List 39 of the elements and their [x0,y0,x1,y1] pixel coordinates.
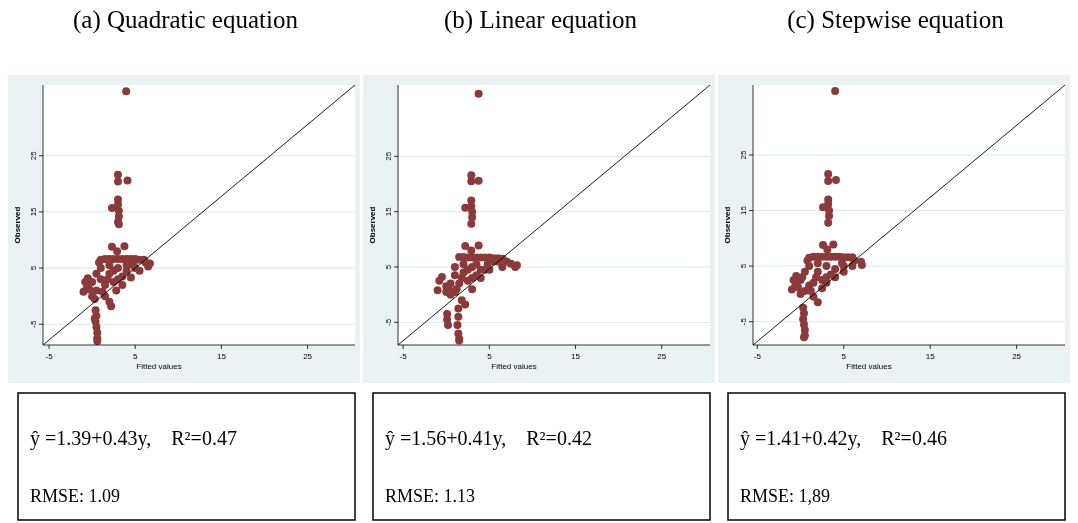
chart-title: (b) Linear equation [444,6,638,34]
chart-title: (c) Stepwise equation [787,6,1005,34]
y-tick-label: 25 [384,151,393,161]
x-tick-label: 15 [925,352,936,361]
text: RMSE: 1,89 [740,486,831,506]
y-tick-label: 5 [739,263,748,269]
x-tick-label: 15 [571,352,581,361]
y-tick-label: 15 [384,206,393,217]
x-tick-label: 25 [1012,352,1022,361]
y-tick-label: -5 [384,318,393,326]
x-tick-label: 5 [841,352,847,361]
text: RMSE: 1.09 [30,486,121,506]
y-tick-label: 25 [739,150,748,160]
x-tick-label: 15 [216,352,227,361]
text: ŷ =1.41+0.42y, R²=0.46 [740,427,947,450]
x-tick-label: -5 [399,352,408,361]
text: RMSE: 1.13 [385,486,476,506]
y-tick-label: 5 [384,264,393,270]
chart-title: (a) Quadratic equation [73,6,299,34]
x-tick-label: 5 [132,352,138,361]
x-tick-label: -5 [753,352,762,361]
y-tick-label: 15 [739,205,748,216]
x-tick-label: 25 [657,352,667,361]
y-axis-title: Observed [368,206,377,244]
y-tick-label: -5 [29,320,38,328]
y-axis-title: Observed [13,206,22,244]
x-axis-title: Fitted values [491,362,537,371]
x-tick-label: 5 [487,352,493,361]
y-axis-title: Observed [723,206,732,244]
x-axis-title: Fitted values [136,362,182,371]
y-tick-label: 25 [29,150,38,161]
x-tick-label: -5 [45,352,54,361]
text: ŷ =1.56+0.41y, R²=0.42 [385,427,592,450]
y-tick-label: -5 [739,317,748,326]
x-tick-label: 25 [303,352,313,361]
x-axis-title: Fitted values [846,362,892,371]
text: ŷ =1.39+0.43y, R²=0.47 [30,427,237,450]
y-tick-label: 5 [29,265,38,271]
y-tick-label: 15 [29,206,38,217]
